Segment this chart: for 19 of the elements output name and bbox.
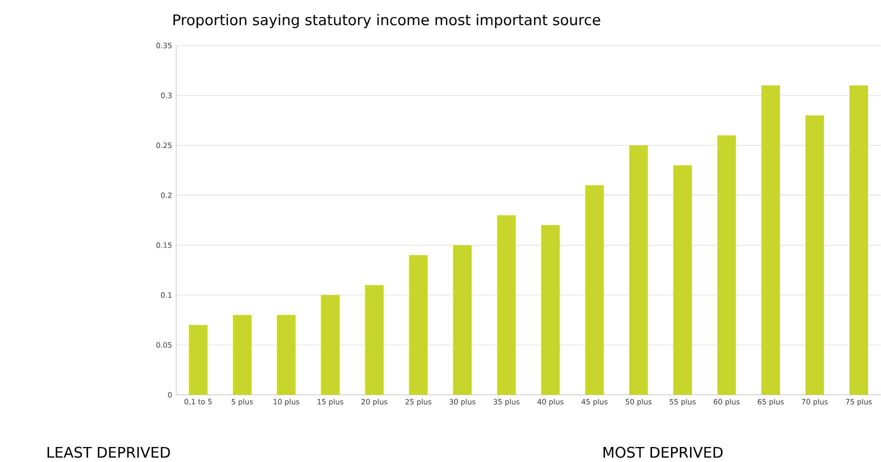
chart-title: Proportion saying statutory income most important source bbox=[173, 14, 600, 28]
bar bbox=[585, 185, 604, 396]
bar bbox=[849, 86, 868, 396]
bar bbox=[673, 165, 692, 396]
bar bbox=[497, 215, 516, 396]
bar bbox=[453, 245, 472, 396]
bar bbox=[629, 146, 648, 396]
bar bbox=[805, 116, 824, 396]
bar bbox=[365, 285, 384, 396]
bar bbox=[232, 315, 252, 396]
text: MOST DEPRIVED bbox=[604, 446, 723, 458]
bar bbox=[321, 295, 340, 396]
bar bbox=[761, 86, 780, 396]
bar bbox=[276, 315, 296, 396]
bar bbox=[188, 325, 208, 396]
bar bbox=[409, 255, 428, 396]
bar bbox=[717, 136, 736, 396]
bar bbox=[541, 225, 560, 396]
text: LEAST DEPRIVED bbox=[48, 446, 170, 458]
